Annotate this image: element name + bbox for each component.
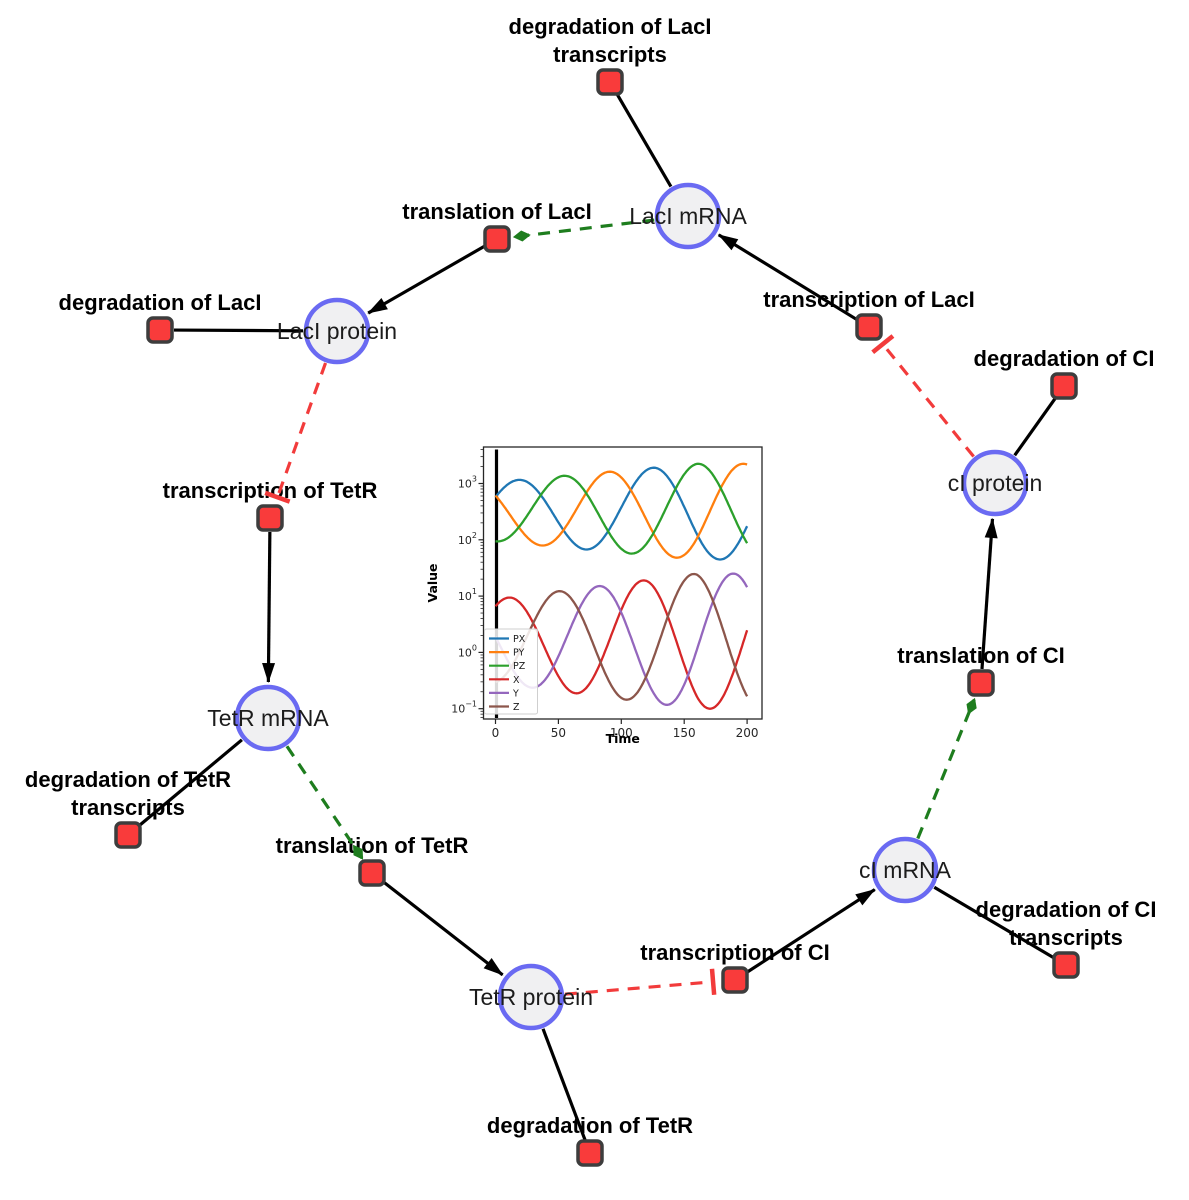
edge-production-translation-tetr--tetr-protein [382, 880, 504, 977]
edge-production-translation-laci--laci-protein [367, 244, 486, 315]
reaction-labels-layer: degradation of LacI transcripts translatio… [25, 14, 1157, 1138]
edge-catalysis-ci-mrna--translation-ci [916, 697, 977, 840]
legend-entry-Z: Z [513, 702, 520, 713]
y-axis-tick-label: 10−1 [451, 700, 477, 716]
edge-consumption-laci-protein--deg-laci [173, 328, 304, 333]
edge-inhibition-ci-protein--transcription-laci [871, 334, 975, 458]
species-node-laci-protein[interactable] [303, 297, 371, 365]
x-axis-tick-label: 100 [610, 726, 633, 740]
species-label-ci-protein: cI protein [948, 470, 1043, 496]
reaction-label-deg-ci-transcripts: degradation of CI [976, 897, 1157, 922]
reaction-node-deg-laci-transcripts[interactable] [596, 68, 624, 96]
x-axis-title: Time [606, 731, 640, 746]
y-axis-title: Value [425, 563, 440, 602]
edge-consumption-ci-mrna--deg-ci-transcripts [933, 885, 1055, 960]
species-label-ci-mrna: cI mRNA [859, 857, 952, 883]
reaction-label-deg-laci: degradation of LacI [59, 290, 262, 315]
x-axis-tick-label: 200 [736, 726, 759, 740]
reaction-label-translation-tetr: translation of TetR [276, 833, 469, 858]
chart-series-PY [494, 462, 748, 559]
reaction-node-deg-laci[interactable] [146, 316, 174, 344]
edges-layer [137, 93, 1058, 1141]
species-label-tetr-protein: TetR protein [469, 984, 593, 1010]
edge-consumption-laci-mrna--deg-laci-transcripts [615, 93, 673, 188]
reaction-label-deg-ci-transcripts: transcripts [1009, 925, 1123, 950]
reaction-node-deg-tetr-transcripts[interactable] [114, 821, 142, 849]
species-label-tetr-mrna: TetR mRNA [207, 705, 329, 731]
reaction-node-deg-ci-transcripts[interactable] [1052, 951, 1080, 979]
edge-production-translation-ci--ci-protein [980, 517, 998, 670]
y-axis-tick-label: 103 [458, 475, 477, 491]
species-label-laci-mrna: LacI mRNA [629, 203, 747, 229]
y-axis-tick-label: 102 [458, 531, 477, 547]
species-labels-layer: LacI mRNA LacI protein TetR mRNA TetR prote… [207, 203, 1042, 1010]
y-axis-tick-label: 100 [458, 643, 477, 659]
inset-chart: 0 50 100 150 200 103 102 101 100 10−1 Time Value PX P… [425, 435, 782, 772]
species-label-laci-protein: LacI protein [277, 318, 397, 344]
species-node-ci-mrna[interactable] [871, 836, 939, 904]
edge-consumption-ci-protein--deg-ci [1013, 396, 1058, 457]
reaction-label-transcription-laci: transcription of LacI [763, 287, 974, 312]
edge-consumption-tetr-protein--deg-tetr [541, 1028, 587, 1141]
nodes-layer [114, 68, 1080, 1167]
chart-series-PX [494, 466, 749, 561]
edge-production-transcription-laci--laci-mrna [717, 233, 858, 322]
chart-series-PZ [495, 462, 749, 555]
species-node-tetr-protein[interactable] [497, 963, 565, 1031]
legend-entry-PY: PY [513, 648, 525, 659]
edge-catalysis-tetr-mrna--translation-tetr [285, 745, 364, 860]
x-axis-tick-label: 50 [551, 726, 566, 740]
reaction-label-deg-ci: degradation of CI [974, 346, 1155, 371]
species-node-tetr-mrna[interactable] [234, 684, 302, 752]
species-node-laci-mrna[interactable] [654, 182, 722, 250]
x-axis-tick-label: 150 [673, 726, 696, 740]
legend-entry-Y: Y [512, 688, 519, 699]
reaction-label-deg-tetr-transcripts: degradation of TetR [25, 767, 231, 792]
reaction-node-deg-ci[interactable] [1050, 372, 1078, 400]
reaction-node-translation-laci[interactable] [483, 225, 511, 253]
chart-background [428, 435, 782, 772]
edge-production-transcription-ci--ci-mrna [745, 888, 876, 974]
reaction-node-transcription-ci[interactable] [721, 966, 749, 994]
reaction-node-transcription-laci[interactable] [855, 313, 883, 341]
reaction-label-deg-laci-transcripts: transcripts [553, 42, 667, 67]
legend-entry-PZ: PZ [513, 661, 526, 672]
reaction-node-transcription-tetr[interactable] [256, 504, 284, 532]
legend-entry-PX: PX [513, 634, 526, 645]
reaction-node-translation-ci[interactable] [967, 669, 995, 697]
edge-inhibition-tetr-protein--transcription-ci [564, 968, 717, 996]
chart-axes [482, 446, 763, 720]
edge-consumption-tetr-mrna--deg-tetr-transcripts [137, 738, 243, 828]
x-axis-tick-label: 0 [492, 726, 500, 740]
reaction-label-deg-laci-transcripts: degradation of LacI [509, 14, 712, 39]
y-axis-tick-label: 101 [458, 587, 477, 603]
reaction-label-deg-tetr: degradation of TetR [487, 1113, 693, 1138]
reaction-label-transcription-ci: transcription of CI [640, 940, 829, 965]
edge-inhibition-laci-protein--transcription-tetr [264, 362, 328, 504]
species-node-ci-protein[interactable] [961, 449, 1029, 517]
reaction-node-deg-tetr[interactable] [576, 1139, 604, 1167]
legend-entry-X: X [513, 675, 520, 686]
reaction-node-translation-tetr[interactable] [358, 859, 386, 887]
chart-series-Z [495, 572, 749, 701]
reaction-label-transcription-tetr: transcription of TetR [163, 478, 378, 503]
edge-production-transcription-tetr--tetr-mrna [262, 531, 276, 684]
edge-catalysis-laci-mrna--translation-laci [512, 218, 655, 242]
legend [484, 628, 538, 715]
reaction-label-translation-laci: translation of LacI [402, 199, 591, 224]
reaction-label-deg-tetr-transcripts: transcripts [71, 795, 185, 820]
